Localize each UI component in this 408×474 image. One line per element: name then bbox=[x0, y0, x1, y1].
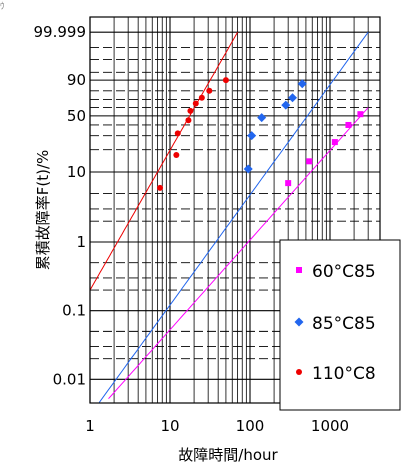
data-point bbox=[281, 100, 291, 110]
data-point bbox=[243, 164, 253, 174]
data-point bbox=[297, 79, 307, 89]
data-point bbox=[288, 93, 298, 103]
data-point bbox=[345, 121, 352, 128]
x-tick-label: 10 bbox=[160, 417, 179, 435]
data-point bbox=[206, 87, 213, 94]
data-point bbox=[157, 184, 164, 191]
legend-marker bbox=[296, 369, 302, 375]
data-point bbox=[357, 111, 364, 118]
legend-marker bbox=[294, 317, 304, 327]
legend: 60°C85 85°C85 110°C8 bbox=[279, 239, 401, 411]
data-markers bbox=[157, 77, 364, 191]
fit-line bbox=[98, 31, 369, 403]
data-point bbox=[222, 77, 229, 84]
y-tick-label: 90 bbox=[67, 71, 86, 89]
y-tick-label: 0.01 bbox=[53, 370, 86, 388]
x-axis-title: 故障時間/hour bbox=[178, 446, 278, 464]
data-point bbox=[192, 100, 199, 107]
data-point bbox=[187, 107, 194, 114]
data-point bbox=[257, 113, 267, 123]
corner-mark: ｳ bbox=[0, 1, 5, 12]
data-point bbox=[247, 131, 257, 141]
x-tick-label: 1000 bbox=[311, 417, 349, 435]
data-point bbox=[185, 117, 192, 124]
fit-line bbox=[89, 31, 239, 291]
data-point bbox=[285, 180, 292, 187]
y-tick-label: 0.1 bbox=[62, 302, 86, 320]
data-point bbox=[306, 158, 313, 165]
fit-line bbox=[108, 107, 369, 400]
legend-marker bbox=[296, 267, 302, 273]
y-tick-label: 50 bbox=[67, 107, 86, 125]
legend-label: 110°C8 bbox=[312, 364, 376, 384]
data-point bbox=[331, 139, 338, 146]
plot-frame bbox=[89, 16, 381, 404]
y-tick-label: 99.999 bbox=[34, 23, 87, 41]
fit-lines bbox=[89, 31, 369, 403]
x-tick-labels: 1 10 100 1000 bbox=[85, 417, 349, 435]
y-tick-label: 10 bbox=[67, 163, 86, 181]
x-tick-label: 100 bbox=[236, 417, 265, 435]
data-point bbox=[173, 152, 180, 159]
data-point bbox=[198, 94, 205, 101]
y-axis-title: 累積故障率F(t)/% bbox=[34, 150, 52, 271]
legend-label: 60°C85 bbox=[312, 262, 376, 282]
legend-label: 85°C85 bbox=[312, 314, 376, 334]
x-tick-label: 1 bbox=[85, 417, 95, 435]
y-tick-label: 1 bbox=[76, 233, 86, 251]
y-tick-labels: 99.999 90 50 10 1 0.1 0.01 bbox=[34, 23, 87, 388]
data-point bbox=[174, 130, 181, 137]
